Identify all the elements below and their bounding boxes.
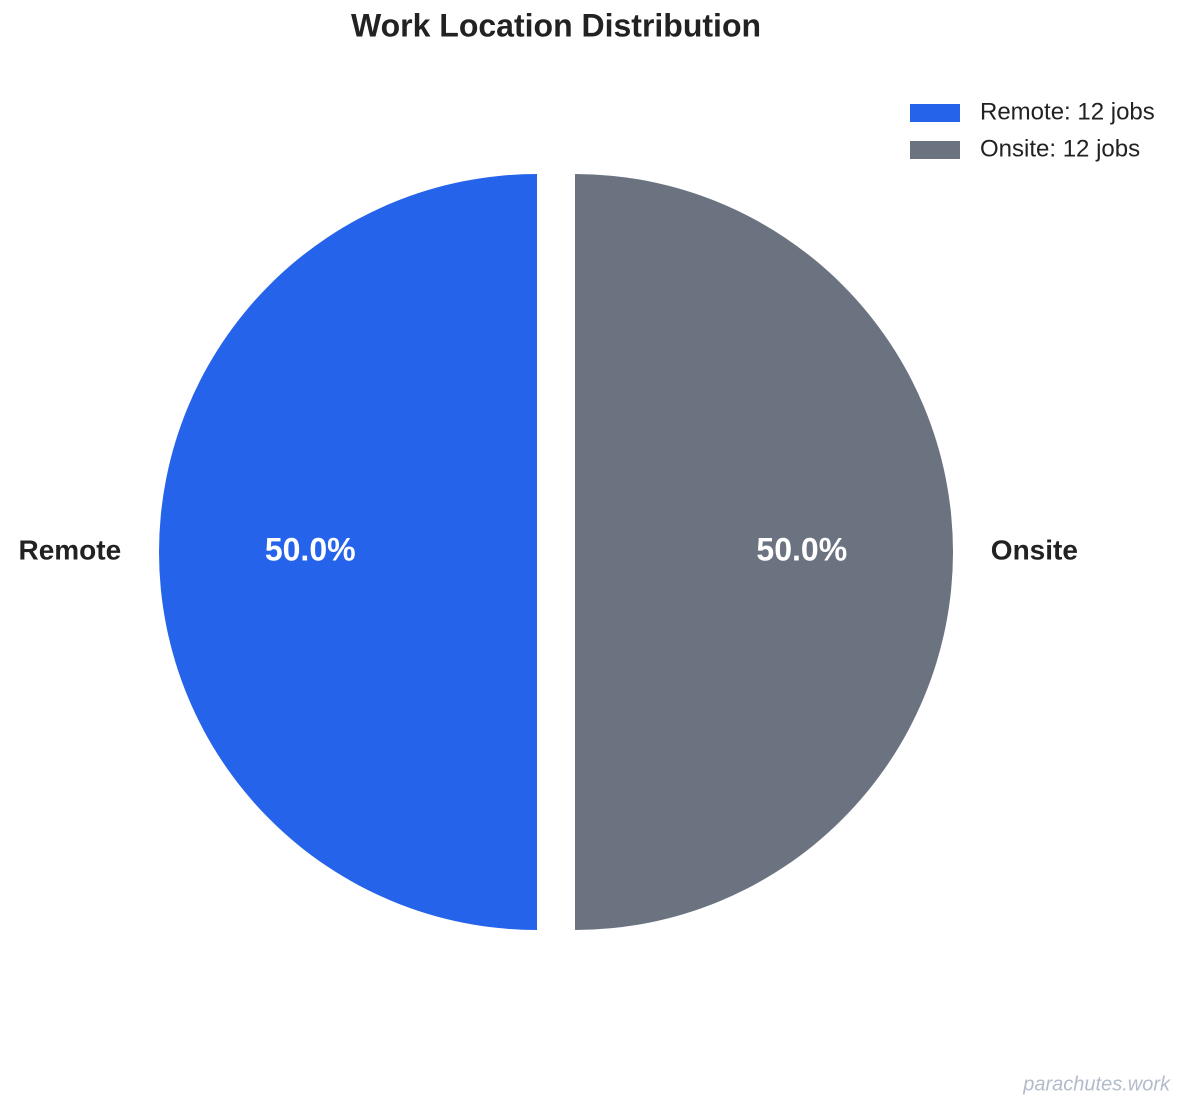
slice-label: Remote <box>18 534 121 565</box>
slice-label: Onsite <box>991 534 1078 565</box>
legend-label: Remote: 12 jobs <box>980 98 1155 125</box>
watermark: parachutes.work <box>1022 1073 1171 1095</box>
slice-percent: 50.0% <box>265 531 356 567</box>
slice-percent: 50.0% <box>756 531 847 567</box>
legend-swatch <box>910 104 960 122</box>
chart-title: Work Location Distribution <box>351 7 761 43</box>
pie-slice <box>575 174 953 930</box>
legend-swatch <box>910 141 960 159</box>
legend-label: Onsite: 12 jobs <box>980 135 1140 162</box>
pie-slice <box>159 174 537 930</box>
